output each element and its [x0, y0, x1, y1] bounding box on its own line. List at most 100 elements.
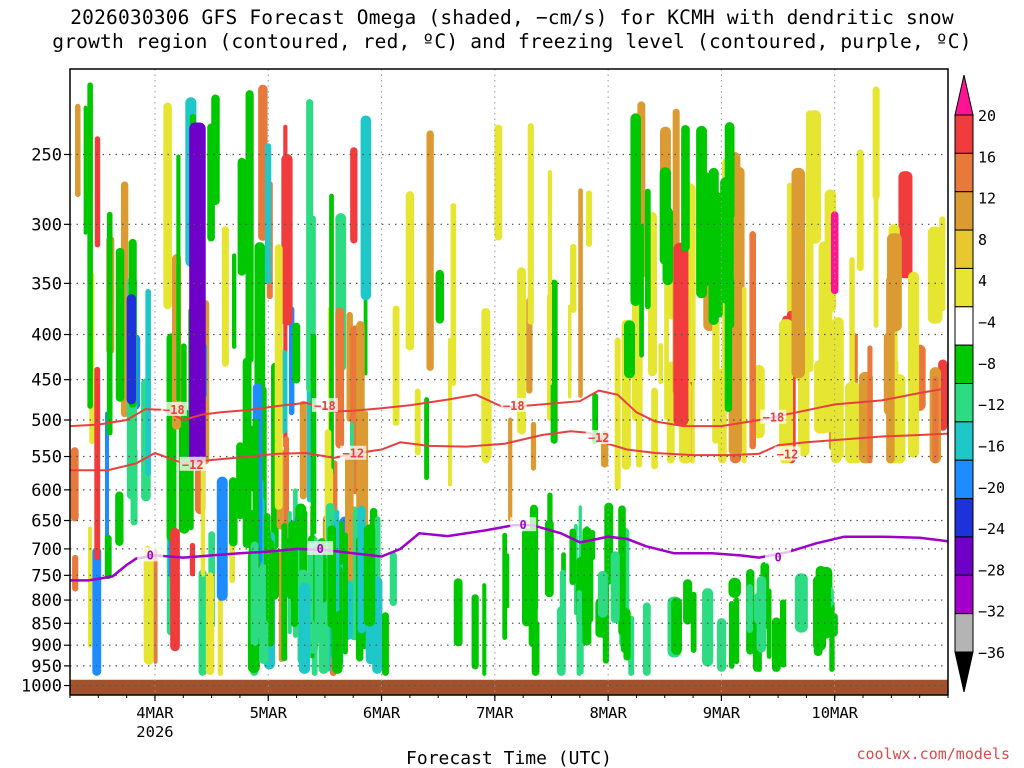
colorbar-label: 4	[978, 272, 987, 290]
omega-streak	[392, 305, 400, 426]
y-tick-label: 700	[31, 540, 62, 560]
omega-streak	[508, 417, 513, 522]
omega-streak	[733, 597, 740, 665]
omega-streak	[578, 188, 583, 398]
colorbar-top-arrow	[954, 74, 974, 116]
colorbar-label: −36	[978, 644, 1005, 662]
omega-shading	[70, 82, 948, 676]
credit-text[interactable]: coolwx.com/models	[856, 745, 1010, 763]
x-tick-sublabel: 2026	[136, 723, 173, 741]
omega-streak	[529, 504, 539, 612]
omega-streak	[724, 280, 733, 413]
y-tick-label: 850	[31, 614, 62, 634]
omega-streak	[630, 113, 641, 307]
colorbar-box	[954, 574, 974, 615]
omega-streak	[94, 366, 101, 561]
colorbar-box	[954, 421, 974, 461]
omega-streak	[153, 549, 158, 664]
colorbar-label: −32	[978, 603, 1005, 621]
omega-streak	[521, 527, 532, 627]
omega-streak	[115, 247, 125, 402]
contour-lines	[70, 387, 948, 582]
omega-streak	[728, 577, 741, 598]
omega-streak	[585, 190, 593, 247]
contour-labels: −18 −18 −18 −18 −12 −12 −12 −12 0 0 0 0	[137, 397, 801, 565]
contour-label-bg	[774, 446, 801, 461]
ground-fill	[70, 679, 948, 695]
colorbar-label: −8	[978, 355, 996, 373]
x-tick-label: 6MAR	[363, 704, 401, 722]
omega-streak	[715, 192, 723, 318]
omega-streak	[357, 505, 366, 634]
omega-streak	[115, 491, 124, 546]
omega-streak	[342, 532, 348, 655]
omega-streak	[381, 612, 389, 676]
omega-streak	[517, 267, 526, 435]
omega-streak	[494, 124, 503, 241]
omega-streak	[143, 554, 155, 665]
omega-streak	[741, 286, 747, 464]
omega-streak	[570, 243, 577, 313]
x-tick-label: 10MAR	[811, 704, 858, 722]
omega-streak	[716, 618, 727, 672]
snow-growth-contour	[70, 387, 948, 428]
contour-label-bg	[510, 517, 537, 532]
omega-streak	[808, 110, 822, 244]
x-tick-label: 7MAR	[476, 704, 514, 722]
omega-streak	[746, 584, 753, 633]
title-line-1: 2026030306 GFS Forecast Omega (shaded, −…	[70, 6, 954, 29]
colorbar-box	[954, 229, 974, 269]
colorbar-box	[954, 306, 974, 346]
omega-streak	[819, 577, 831, 639]
omega-streak	[126, 294, 137, 405]
omega-streak	[245, 90, 254, 363]
omega-streak	[818, 241, 833, 385]
omega-streak	[274, 244, 283, 510]
colorbar-box	[954, 344, 974, 384]
colorbar-label: 16	[978, 148, 996, 166]
omega-streak	[92, 547, 102, 676]
contour-label: 0	[317, 542, 324, 556]
colorbar-box	[954, 191, 974, 231]
contour-label: 0	[520, 518, 527, 532]
contour-label-bg	[500, 397, 527, 412]
contour-label: −18	[314, 399, 336, 413]
omega-streak	[659, 167, 671, 265]
colorbar-label: −28	[978, 561, 1005, 579]
omega-streak	[178, 408, 190, 534]
y-tick-label: 450	[31, 371, 62, 391]
omega-streak	[927, 226, 943, 324]
colorbar-label: −20	[978, 479, 1005, 497]
y-tick-label: 650	[31, 512, 62, 532]
y-tick-label: 400	[31, 326, 62, 346]
omega-streak	[547, 492, 553, 573]
colorbar-label: 12	[978, 190, 996, 208]
omega-streak	[292, 322, 301, 384]
omega-streak	[651, 387, 658, 470]
snow-growth-contour	[70, 430, 948, 472]
omega-streak	[170, 527, 180, 652]
colorbar-box	[954, 536, 974, 576]
omega-streak	[471, 594, 479, 670]
omega-streak	[701, 172, 711, 287]
omega-streak	[314, 547, 324, 644]
omega-streak	[83, 105, 88, 235]
colorbar-label: −16	[978, 437, 1005, 455]
omega-streak	[614, 337, 621, 491]
contour-label: 0	[147, 548, 154, 562]
omega-streak	[749, 230, 756, 450]
omega-streak	[771, 617, 781, 672]
omega-streak	[453, 578, 463, 647]
omega-streak	[87, 82, 93, 409]
omega-streak	[231, 253, 237, 349]
colorbar-box	[954, 613, 974, 653]
y-tick-label: 350	[31, 274, 62, 294]
omega-streak	[145, 288, 151, 476]
omega-streak	[424, 397, 430, 481]
omega-streak	[717, 368, 727, 464]
omega-streak	[720, 177, 732, 304]
omega-streak	[163, 102, 172, 310]
contour-label: −12	[588, 431, 610, 445]
